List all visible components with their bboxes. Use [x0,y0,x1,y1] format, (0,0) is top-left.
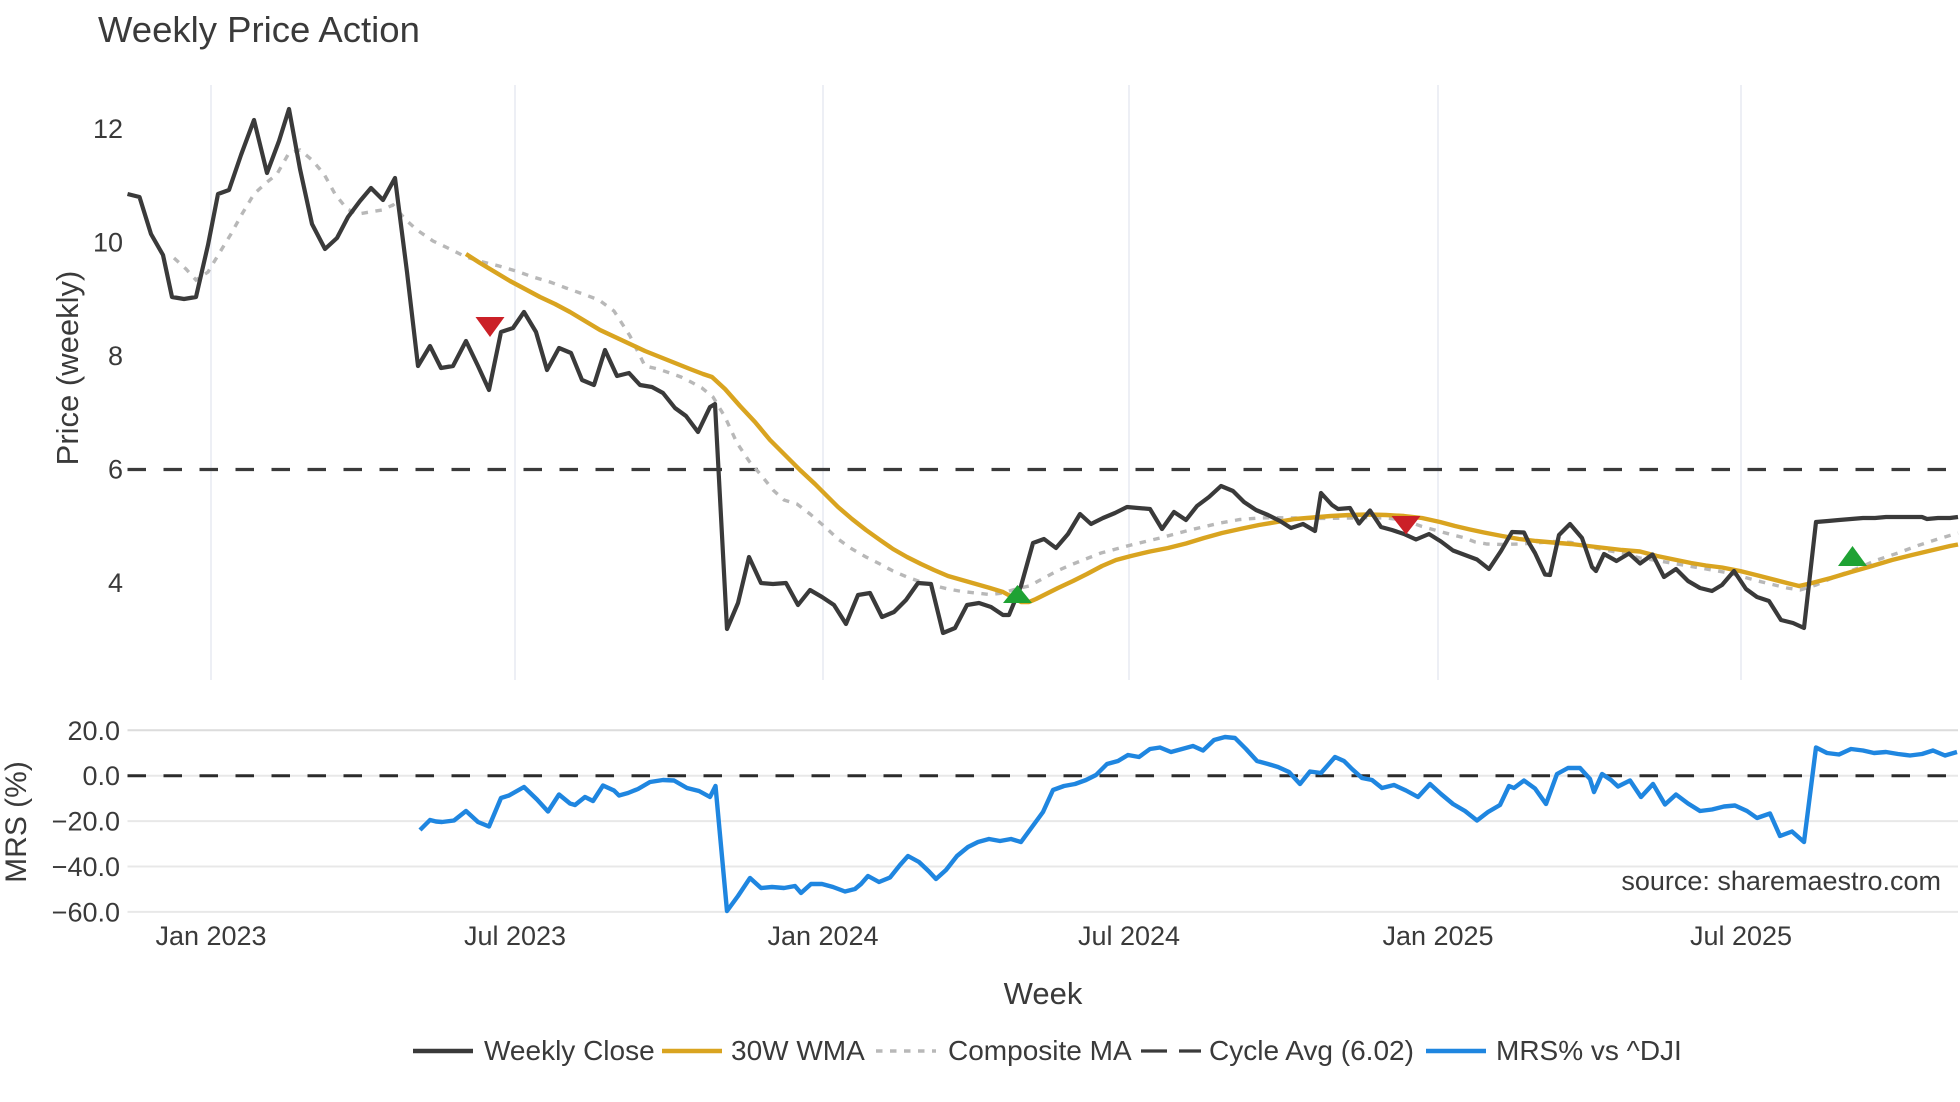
svg-text:Jul 2025: Jul 2025 [1690,921,1792,951]
svg-text:10: 10 [93,227,123,257]
svg-text:30W WMA: 30W WMA [731,1035,865,1066]
svg-text:MRS% vs ^DJI: MRS% vs ^DJI [1496,1035,1682,1066]
svg-text:Weekly Close: Weekly Close [484,1035,655,1066]
svg-text:0.0: 0.0 [82,761,120,791]
svg-text:6: 6 [108,454,123,484]
svg-text:Jan 2025: Jan 2025 [1382,921,1493,951]
svg-text:MRS (%): MRS (%) [0,761,33,883]
svg-text:−20.0: −20.0 [52,807,120,837]
svg-text:Price (weekly): Price (weekly) [50,271,85,466]
svg-text:Composite MA: Composite MA [948,1035,1132,1066]
svg-text:20.0: 20.0 [67,716,120,746]
svg-text:Jan 2023: Jan 2023 [155,921,266,951]
svg-text:Week: Week [1004,976,1083,1011]
svg-text:source: sharemaestro.com: source: sharemaestro.com [1621,866,1941,896]
svg-text:8: 8 [108,341,123,371]
svg-text:12: 12 [93,114,123,144]
svg-text:Jul 2024: Jul 2024 [1078,921,1180,951]
svg-text:Cycle Avg (6.02): Cycle Avg (6.02) [1209,1035,1414,1066]
svg-text:4: 4 [108,568,123,598]
svg-text:Jan 2024: Jan 2024 [767,921,878,951]
svg-text:Jul 2023: Jul 2023 [464,921,566,951]
svg-text:−40.0: −40.0 [52,852,120,882]
svg-text:−60.0: −60.0 [52,897,120,927]
svg-text:Weekly Price Action: Weekly Price Action [98,9,420,50]
